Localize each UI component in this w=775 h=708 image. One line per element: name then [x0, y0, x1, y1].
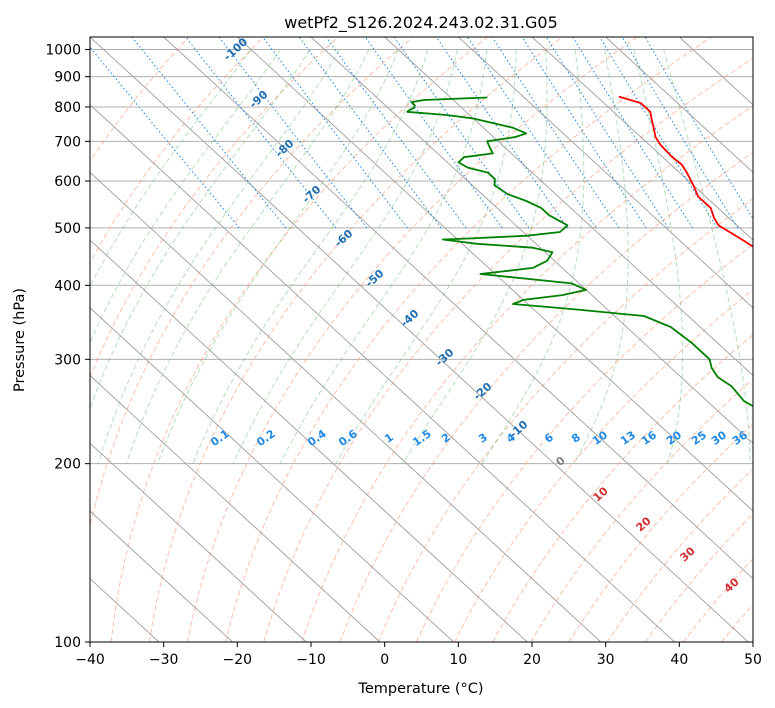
moist-adiabat	[90, 49, 311, 410]
isotherm-line	[237, 37, 753, 512]
mixing-ratio-line	[491, 37, 620, 229]
moist-adiabat	[90, 49, 252, 288]
y-tick-label: 900	[54, 70, 81, 86]
moist-adiabat	[157, 49, 399, 464]
x-tick-label: 50	[744, 652, 762, 668]
isotherm-line	[90, 374, 381, 642]
moist-adiabat	[279, 49, 488, 464]
x-tick-label: 30	[597, 652, 615, 668]
temperature-line	[618, 95, 753, 248]
x-tick-label: 40	[670, 652, 688, 668]
y-tick-label: 300	[54, 352, 81, 368]
x-tick-label: 0	[380, 652, 389, 668]
isotherm-lines	[90, 37, 753, 642]
mixing-ratio-line	[185, 37, 337, 229]
moist-adiabat	[192, 49, 429, 464]
mixing-ratio-lines	[90, 37, 753, 229]
moist-adiabat	[663, 49, 751, 464]
axes: −40 −30 −20 −10 0 10 20 30 40 50 100 200 300 400 500 60…	[45, 43, 762, 668]
isotherm-line	[605, 37, 753, 174]
sounding-lines	[406, 95, 753, 408]
moist-adiabat	[573, 49, 629, 464]
chart-title: wetPf2_S126.2024.243.02.31.G05	[284, 13, 558, 33]
dry-adiabat	[90, 37, 190, 163]
y-axis-title: Pressure (hPa)	[12, 288, 28, 392]
isotherm-line	[90, 171, 602, 642]
x-axis-title: Temperature (°C)	[357, 681, 483, 697]
mixing-ratio-line	[325, 37, 467, 229]
dry-adiabat	[110, 37, 488, 642]
dry-adiabat	[415, 243, 753, 642]
x-tick-label: 10	[449, 652, 467, 668]
isotherm-line	[310, 37, 753, 444]
x-tick-label: −30	[149, 652, 179, 668]
moist-adiabat	[481, 49, 585, 464]
moist-adiabat	[125, 49, 370, 464]
y-tick-label: 100	[54, 635, 81, 651]
isotherm-line	[90, 442, 307, 642]
y-tick-label: 400	[54, 278, 81, 294]
isotherm-line	[531, 37, 753, 241]
x-tick-label: 20	[523, 652, 541, 668]
dry-adiabat	[301, 105, 753, 642]
isotherm-line	[90, 510, 233, 642]
isotherm-line	[90, 239, 528, 642]
mixing-ratio-line	[131, 37, 287, 229]
mixing-ratio-line	[90, 46, 240, 229]
isotherm-line	[90, 37, 749, 642]
dry-adiabat	[186, 37, 638, 642]
mixing-ratio-line	[393, 37, 530, 229]
mixing-ratio-line	[435, 37, 569, 229]
dry-adiabat	[90, 37, 414, 529]
mixing-ratio-line	[298, 37, 442, 229]
mixing-ratio-line	[521, 37, 647, 229]
mixing-ratio-line	[599, 37, 718, 229]
dry-adiabat	[377, 197, 753, 642]
moist-adiabat	[97, 49, 340, 464]
y-tick-label: 200	[54, 457, 81, 473]
moist-adiabat	[232, 49, 458, 464]
dewpoint-line	[406, 96, 753, 408]
x-tick-label: −10	[296, 652, 326, 668]
isotherm-line	[90, 307, 454, 642]
y-tick-label: 500	[54, 221, 81, 237]
x-tick-label: −40	[75, 652, 105, 668]
isotherm-line	[163, 37, 753, 580]
moist-adiabat	[90, 49, 281, 344]
y-tick-label: 700	[54, 134, 81, 150]
plot-frame	[89, 36, 754, 643]
moist-adiabat	[335, 49, 517, 464]
y-tick-label: 600	[54, 174, 81, 190]
mixing-ratio-line	[621, 37, 739, 229]
dry-adiabat	[90, 37, 339, 379]
y-tick-label: 800	[54, 100, 81, 116]
mixing-ratio-line	[467, 37, 597, 229]
dry-adiabat	[263, 57, 753, 642]
isotherm-line	[384, 37, 753, 377]
x-tick-label: −20	[223, 652, 253, 668]
isotherm-line	[458, 37, 753, 309]
isotherm-line	[90, 104, 675, 642]
dry-adiabat	[148, 37, 563, 642]
y-tick-label: 1000	[45, 43, 81, 59]
